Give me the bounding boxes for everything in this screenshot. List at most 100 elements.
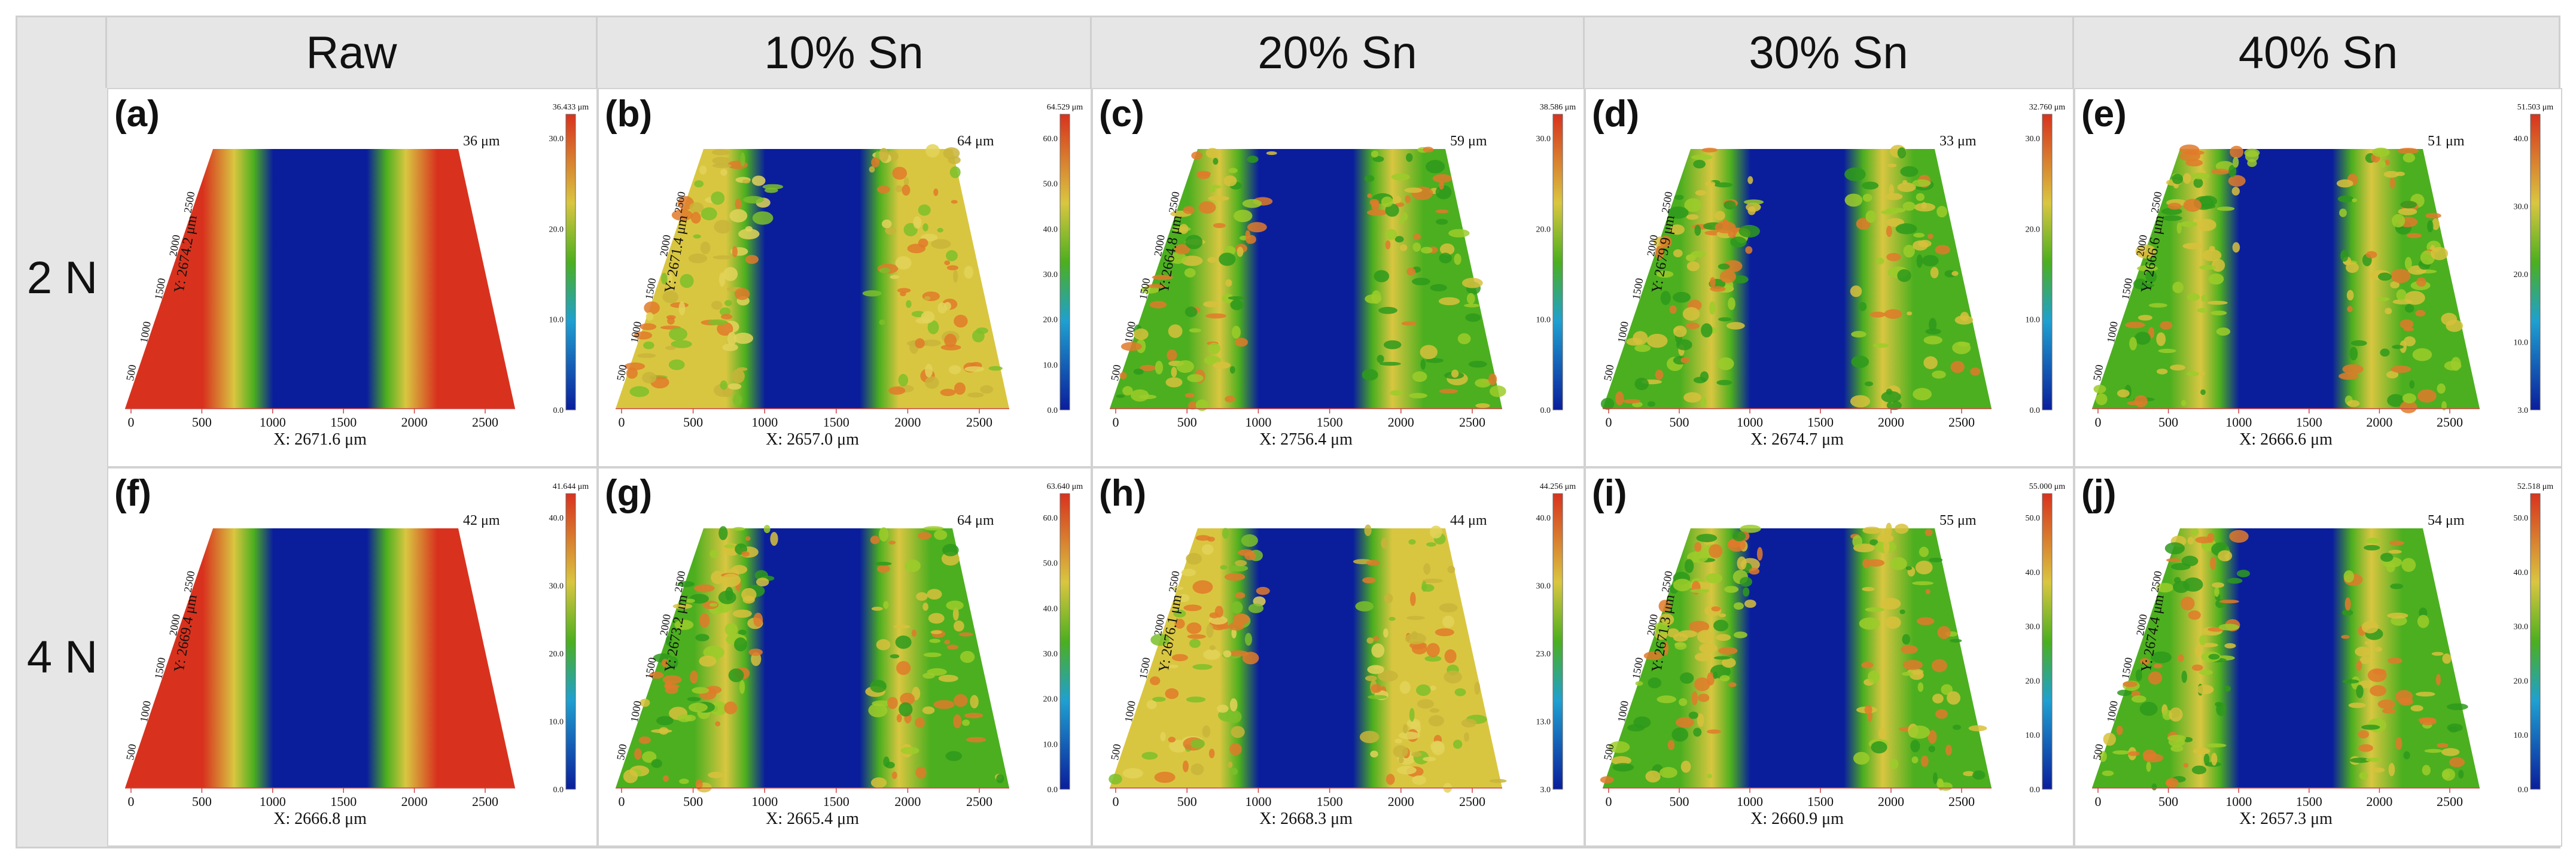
surface-texture xyxy=(1693,160,1706,169)
surface-texture xyxy=(1207,257,1217,263)
surface-texture xyxy=(1890,557,1907,570)
x-tick-label: 1500 xyxy=(1807,794,1834,809)
surface-texture xyxy=(927,589,942,600)
scale-tick-label: 20.0 xyxy=(2026,225,2041,234)
surface-texture xyxy=(1391,173,1410,181)
header-raw: Raw xyxy=(107,17,598,88)
surface-texture xyxy=(1920,755,1929,767)
surface-texture xyxy=(1864,705,1872,714)
surface-texture xyxy=(2181,400,2187,406)
x-tick-label: 2000 xyxy=(894,794,921,809)
surface-texture xyxy=(2142,749,2157,760)
surface-texture xyxy=(1426,643,1440,658)
surface-texture xyxy=(732,527,745,531)
surface-texture xyxy=(882,219,892,229)
surface-texture xyxy=(1897,147,1907,159)
surface-texture xyxy=(951,200,958,204)
x-tick-label: 2000 xyxy=(2366,415,2392,430)
scale-max-label: 38.586 μm xyxy=(1540,103,1576,112)
surface-texture xyxy=(896,661,911,676)
surface-texture xyxy=(1234,209,1253,223)
surface-texture xyxy=(1701,323,1713,337)
surface-texture xyxy=(1912,581,1933,585)
surface-texture xyxy=(1420,247,1433,254)
surface-texture xyxy=(1935,709,1948,719)
surface-texture xyxy=(946,265,958,270)
surface-texture xyxy=(1167,349,1177,361)
surface-texture xyxy=(732,609,752,618)
panel-label: (f) xyxy=(114,473,151,514)
surface-texture xyxy=(2127,401,2143,406)
surface-texture xyxy=(879,148,889,162)
x-tick-label: 2000 xyxy=(1388,794,1414,809)
surface-texture xyxy=(1394,236,1404,243)
surface-texture xyxy=(2352,198,2358,202)
panel-label: (b) xyxy=(605,93,653,135)
surface-texture xyxy=(1186,553,1202,565)
surface-texture xyxy=(711,191,725,205)
surface-texture xyxy=(1743,587,1750,597)
surface-texture xyxy=(2449,757,2465,768)
x-tick-label: 500 xyxy=(1670,794,1689,809)
surface-texture xyxy=(2135,331,2151,345)
surface-texture xyxy=(1185,235,1203,250)
surface-texture xyxy=(2233,157,2239,168)
surface-texture xyxy=(1871,741,1887,754)
surface-texture xyxy=(1615,391,1624,406)
x-tick-label: 2500 xyxy=(1948,415,1975,430)
surface-texture xyxy=(678,301,686,315)
scale-tick-label: 40.0 xyxy=(2514,135,2529,144)
surface-texture xyxy=(2125,321,2145,328)
surface-texture xyxy=(1921,202,1927,209)
surface-texture xyxy=(960,650,975,663)
surface-texture xyxy=(1256,586,1270,595)
surface-texture xyxy=(2364,544,2380,550)
surface-texture xyxy=(1714,182,1733,188)
surface-texture xyxy=(629,386,650,397)
surface-texture xyxy=(2386,370,2399,379)
scale-tick-label: 30.0 xyxy=(2514,203,2529,212)
surface-texture xyxy=(2180,221,2198,227)
surface-texture xyxy=(1389,617,1396,621)
surface-texture xyxy=(738,629,747,635)
surface-texture xyxy=(1686,261,1700,272)
surface-texture xyxy=(1673,249,1683,257)
surface-texture xyxy=(645,312,654,321)
surface-texture xyxy=(1694,542,1701,552)
surface-texture xyxy=(2187,293,2200,301)
surface-texture xyxy=(2182,242,2203,250)
surface-texture xyxy=(1168,324,1183,338)
surface-texture xyxy=(1408,393,1427,398)
surface-texture xyxy=(1368,695,1387,699)
surface-texture xyxy=(2447,723,2463,732)
surface-texture xyxy=(1970,367,1981,376)
surface-texture xyxy=(1362,577,1376,583)
surface-texture xyxy=(2390,281,2400,288)
surface-texture xyxy=(624,362,645,370)
surface-texture xyxy=(895,256,912,270)
surface-texture xyxy=(1448,229,1470,238)
surface-texture xyxy=(2372,147,2390,157)
surface-texture xyxy=(2129,337,2137,351)
surface xyxy=(1110,528,1502,788)
surface-texture xyxy=(2418,717,2437,723)
surface-texture xyxy=(1217,624,1231,629)
surface-texture xyxy=(1694,677,1710,692)
surface-texture xyxy=(2444,361,2462,371)
surface-texture xyxy=(954,382,966,395)
surface-texture xyxy=(2406,233,2422,238)
scale-tick-label: 20.0 xyxy=(1536,225,1551,234)
scale-max-label: 41.644 μm xyxy=(553,482,589,491)
surface-texture xyxy=(2224,685,2231,692)
surface-texture xyxy=(898,373,908,387)
surface-texture xyxy=(1713,656,1731,660)
surface-texture xyxy=(1749,567,1760,575)
surface-texture xyxy=(1861,662,1874,668)
surface-texture xyxy=(1694,652,1712,662)
surface-texture xyxy=(756,577,769,586)
surface-texture xyxy=(688,702,708,713)
surface-texture xyxy=(913,216,922,229)
surface-texture xyxy=(2417,389,2437,403)
surface-texture xyxy=(740,152,745,167)
